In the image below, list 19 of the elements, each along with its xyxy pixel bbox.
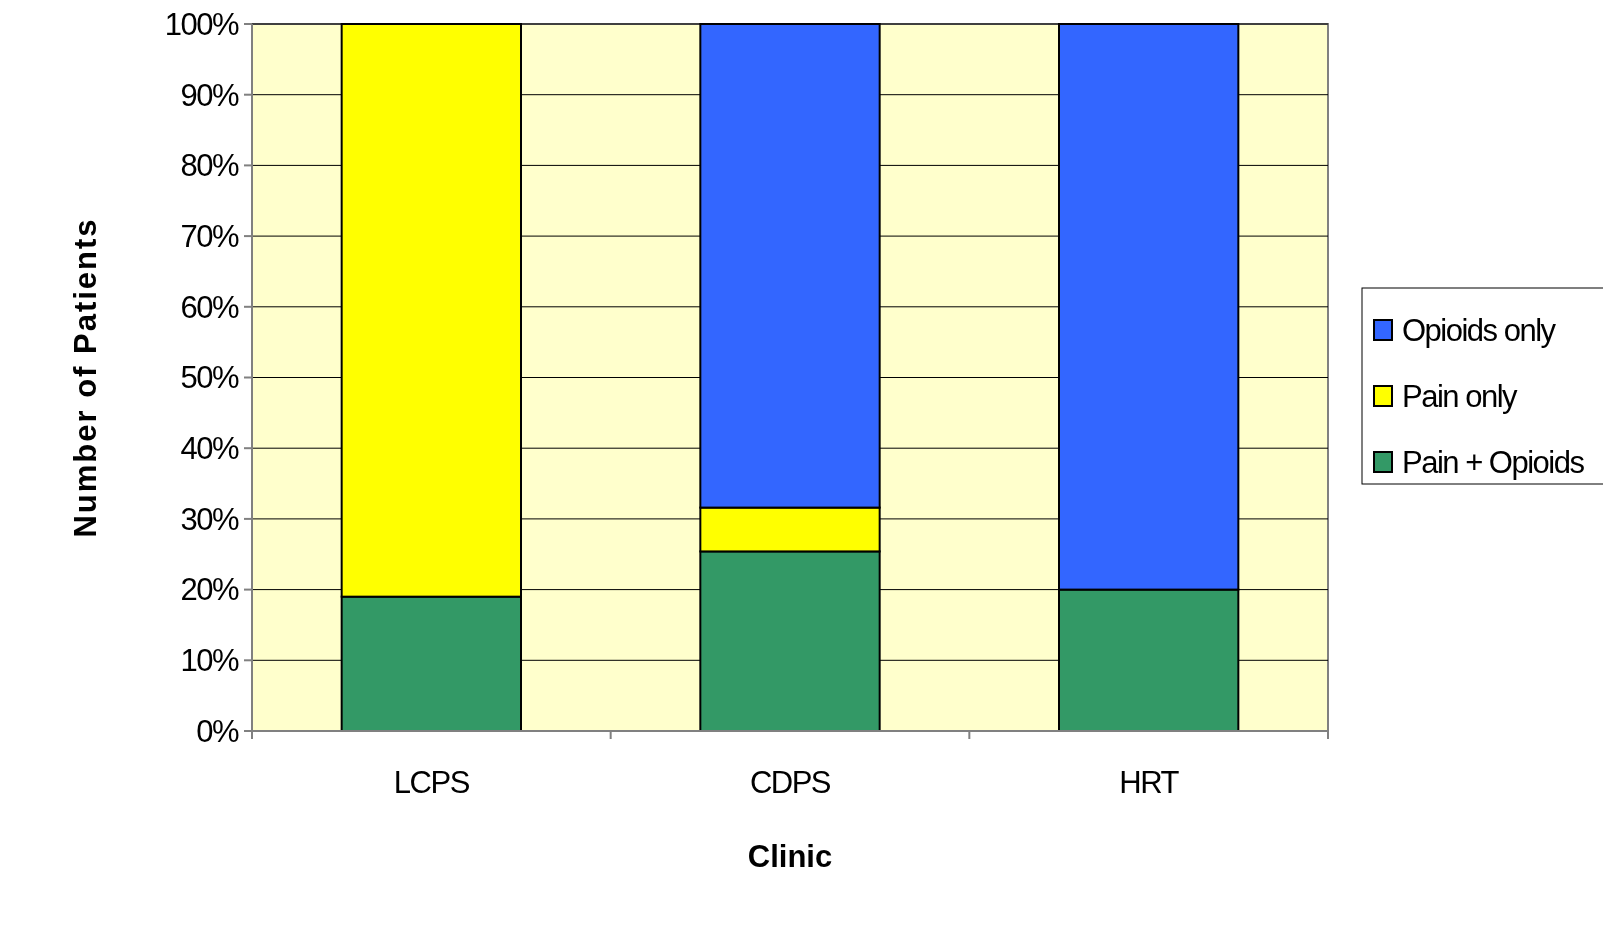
y-tick-label: 30% [180,501,239,537]
y-tick-label: 80% [180,148,239,184]
y-tick-label: 70% [180,218,239,254]
y-tick-label: 0% [196,713,239,749]
y-tick-label: 90% [180,77,239,113]
x-tick-label: HRT [1119,765,1180,800]
x-tick-label: CDPS [749,765,831,800]
y-tick-label: 40% [180,431,239,467]
x-axis-title: Clinic [747,839,833,874]
legend-label: Pain + Opioids [1402,444,1585,480]
y-tick-label: 50% [180,360,239,396]
x-tick-label: LCPS [393,765,470,800]
y-tick-label: 100% [164,6,239,42]
y-tick-label: 20% [180,572,239,608]
legend-label: Pain only [1402,378,1519,414]
legend-label: Opioids only [1402,312,1557,348]
y-tick-label: 60% [180,289,239,325]
y-tick-label: 10% [180,643,239,679]
y-axis-title: Number of Patients [68,217,103,538]
